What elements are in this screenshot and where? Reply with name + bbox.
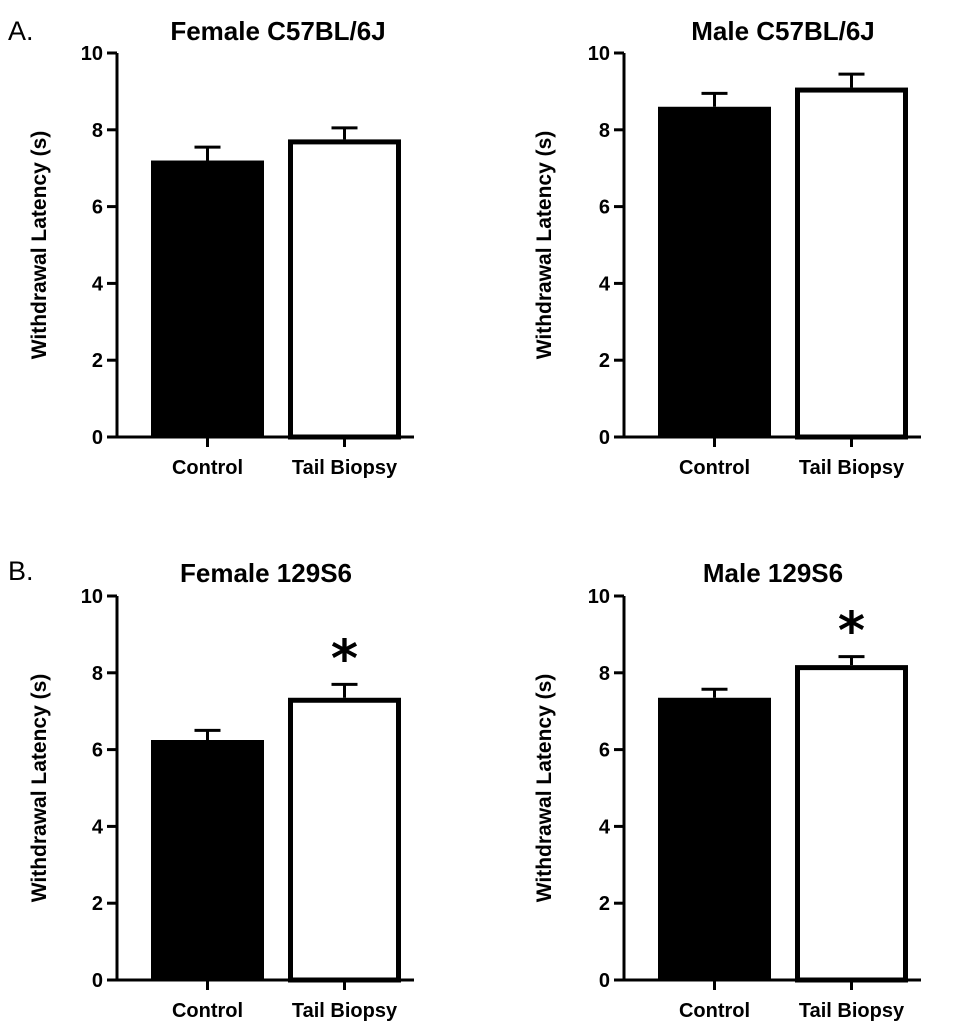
chart-3: Female 129S6 Withdrawal Latency (s) 0 2 4 6 8 1… [28,558,414,1022]
chart-1: Female C57BL/6J Withdrawal Latency (s) 0 2 4… [28,16,414,479]
bar-control [658,106,771,437]
y-tick-label: 10 [588,586,610,608]
y-tick-label: 8 [92,663,103,685]
y-tick-label: 0 [92,970,103,992]
chart-grid: Female C57BL/6J Withdrawal Latency (s) 0 2 4… [28,16,921,1022]
x-tick-label: Control [679,457,750,479]
y-tick-label: 10 [81,586,103,608]
significance-asterisk: * [838,602,865,662]
y-axis-label: Withdrawal Latency (s) [533,674,556,903]
y-tick-label: 10 [588,43,610,65]
bar-tail-biopsy [288,697,401,983]
bar-control [151,160,264,437]
y-tick-label: 8 [599,120,610,142]
panel-letter-a: A. [8,16,34,46]
panel-letter-b: B. [8,556,34,586]
y-tick-label: 0 [599,970,610,992]
chart-title: Male 129S6 [703,558,843,588]
y-tick-label: 6 [92,197,103,219]
y-axis-label: Withdrawal Latency (s) [28,131,51,360]
y-tick-label: 6 [599,197,610,219]
y-tick-label: 0 [92,427,103,449]
significance-asterisk: * [331,629,358,689]
x-tick-label: Control [172,457,243,479]
bar-tail-biopsy [795,87,908,440]
chart-title: Female 129S6 [180,558,352,588]
y-tick-label: 2 [599,350,610,372]
bar-control [151,740,264,980]
bar-control [658,697,771,980]
y-axis-label: Withdrawal Latency (s) [28,674,51,903]
y-tick-label: 2 [92,893,103,915]
x-tick-label: Tail Biopsy [799,457,905,479]
chart-title: Male C57BL/6J [691,16,875,46]
y-tick-label: 10 [81,43,103,65]
y-tick-label: 0 [599,427,610,449]
x-tick-label: Control [679,1000,750,1022]
x-tick-label: Tail Biopsy [292,457,398,479]
bar-tail-biopsy [288,139,401,440]
chart-4: Male 129S6 Withdrawal Latency (s) 0 2 4 6 8 10 C… [533,558,921,1022]
x-tick-label: Tail Biopsy [799,1000,905,1022]
y-tick-label: 4 [92,273,104,295]
x-tick-label: Control [172,1000,243,1022]
y-tick-label: 8 [92,120,103,142]
y-tick-label: 2 [599,893,610,915]
x-tick-label: Tail Biopsy [292,1000,398,1022]
y-tick-label: 4 [599,816,611,838]
y-tick-label: 2 [92,350,103,372]
y-tick-label: 4 [599,273,611,295]
y-tick-label: 6 [92,740,103,762]
y-tick-label: 8 [599,663,610,685]
chart-title: Female C57BL/6J [170,16,385,46]
chart-2: Male C57BL/6J Withdrawal Latency (s) 0 2 4 6 8… [533,16,921,479]
bar-tail-biopsy [795,665,908,983]
y-tick-label: 4 [92,816,104,838]
y-tick-label: 6 [599,740,610,762]
y-axis-label: Withdrawal Latency (s) [533,131,556,360]
